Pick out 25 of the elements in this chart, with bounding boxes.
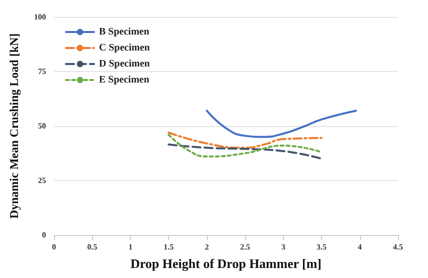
legend-label: E Specimen xyxy=(99,74,150,86)
legend-label: B Specimen xyxy=(99,26,150,38)
y-tick-label: 50 xyxy=(38,122,46,130)
line-series xyxy=(168,134,323,158)
x-tick-label: 4 xyxy=(358,242,362,252)
x-tick-label: 3 xyxy=(281,242,286,252)
x-tick-label: 0 xyxy=(52,242,56,252)
y-tick-label: 75 xyxy=(38,67,46,76)
x-tick-label: 4.5 xyxy=(393,242,403,252)
x-tick-label: 2.5 xyxy=(240,242,250,252)
x-tick-label: 1.5 xyxy=(164,242,174,252)
x-axis-title: Drop Height of Drop Hammer [m] xyxy=(130,256,322,271)
y-axis-title: Dynamic Mean Crushing Load [kN] xyxy=(7,33,21,219)
line-series xyxy=(168,132,323,149)
y-tick-label: 0 xyxy=(42,230,46,240)
line-series xyxy=(206,110,357,138)
legend-label: D Specimen xyxy=(99,58,150,70)
legend-label: C Specimen xyxy=(99,42,150,54)
line-series xyxy=(168,144,323,160)
y-tick-label: 25 xyxy=(38,176,46,185)
x-tick-label: 0.5 xyxy=(87,242,98,252)
x-tick-label: 2 xyxy=(204,242,209,252)
x-tick-label: 3.5 xyxy=(316,242,327,252)
x-tick-label: 1 xyxy=(128,242,132,252)
y-tick-label: 100 xyxy=(34,12,46,22)
